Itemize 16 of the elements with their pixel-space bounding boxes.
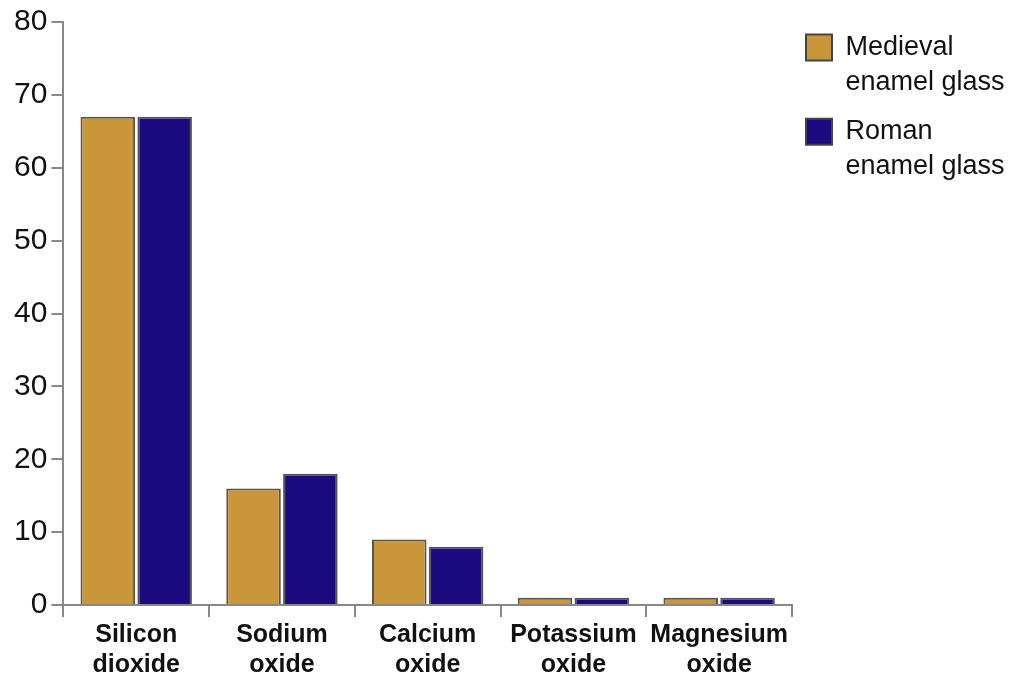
y-tick-label: 60 xyxy=(13,149,48,183)
y-tick-label: 50 xyxy=(13,221,48,255)
y-tick-label: 80 xyxy=(13,3,48,37)
x-tick-label: Potassium oxide xyxy=(510,618,637,677)
y-tick-label: 40 xyxy=(13,294,48,328)
y-tick-label: 70 xyxy=(13,76,48,110)
x-tick-label: Silicon dioxide xyxy=(92,618,181,677)
legend-label: Roman enamel glass xyxy=(845,115,1005,181)
y-tick-label: 30 xyxy=(13,367,48,401)
legend-label: Medieval enamel glass xyxy=(845,30,1005,97)
x-tick-label: Sodium oxide xyxy=(236,618,328,677)
y-tick-label: 10 xyxy=(13,513,48,547)
x-tick-label: Magnesium oxide xyxy=(650,618,788,677)
y-tick-label: 20 xyxy=(13,440,48,474)
y-tick-label: 0 xyxy=(30,586,48,620)
x-tick-label: Calcium oxide xyxy=(379,618,477,677)
